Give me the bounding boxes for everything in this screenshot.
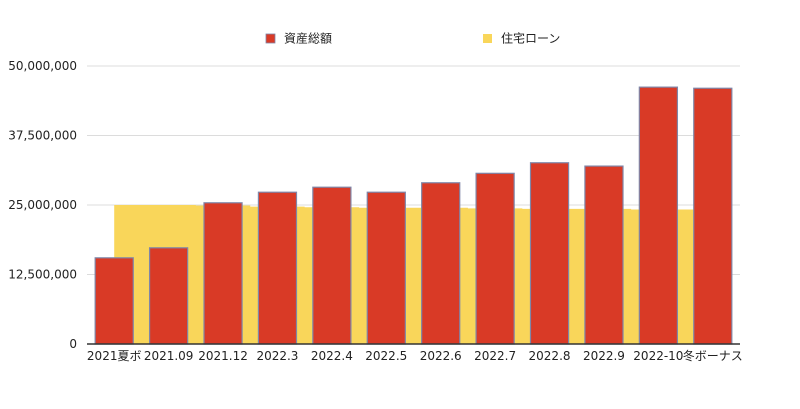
bar bbox=[148, 247, 189, 345]
x-tick-label: 2022.7 bbox=[474, 349, 516, 363]
bar bbox=[638, 86, 679, 345]
legend-label: 資産総額 bbox=[284, 31, 332, 46]
y-tick-label: 37,500,000 bbox=[8, 129, 77, 143]
legend-label: 住宅ローン bbox=[501, 31, 560, 46]
x-tick-label: 2021夏ボ bbox=[87, 349, 142, 363]
legend-swatch bbox=[483, 34, 492, 43]
bar bbox=[421, 182, 461, 345]
bar bbox=[584, 165, 624, 345]
x-tick-label: 2022.3 bbox=[256, 349, 298, 363]
x-tick-label: 2021.09 bbox=[144, 349, 194, 363]
y-tick-label: 50,000,000 bbox=[8, 59, 77, 73]
legend-swatch bbox=[265, 33, 276, 44]
bar bbox=[257, 191, 298, 345]
x-tick-label: 冬ボーナス bbox=[683, 348, 743, 363]
x-tick-label: 2022.9 bbox=[583, 349, 625, 363]
x-tick-label: 2022.8 bbox=[529, 349, 571, 363]
x-tick-label: 2022.6 bbox=[420, 349, 462, 363]
bar bbox=[312, 186, 352, 345]
y-tick-label: 12,500,000 bbox=[8, 268, 77, 282]
y-tick-label: 25,000,000 bbox=[8, 198, 77, 212]
bar bbox=[475, 172, 515, 345]
x-tick-label: 2022.5 bbox=[365, 349, 407, 363]
x-tick-label: 2022.4 bbox=[311, 349, 353, 363]
bar bbox=[529, 162, 570, 345]
bar bbox=[203, 202, 243, 345]
y-tick-label: 0 bbox=[69, 337, 77, 351]
x-tick-label: 2022-10 bbox=[633, 349, 683, 363]
bar bbox=[366, 191, 406, 345]
x-tick-label: 2021.12 bbox=[198, 349, 248, 363]
bar bbox=[693, 87, 733, 345]
bar bbox=[94, 257, 134, 345]
